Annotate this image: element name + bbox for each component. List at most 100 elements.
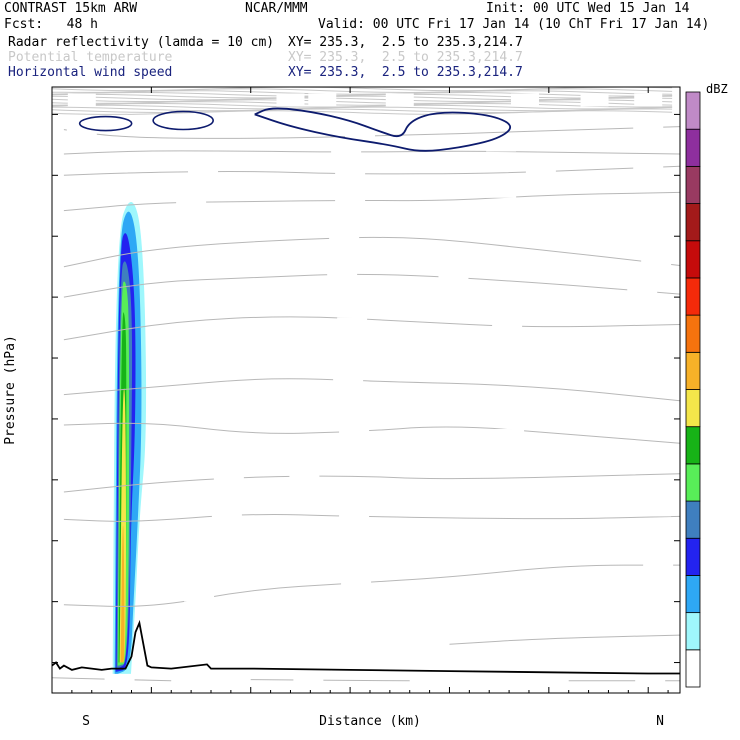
- colorbar-unit: dBZ: [706, 82, 728, 96]
- colorbar-swatch: [685, 426, 701, 465]
- field-reflectivity-xy: XY= 235.3, 2.5 to 235.3,214.7: [288, 35, 523, 50]
- theta-contour-355: [63, 150, 680, 155]
- reflectivity-band-40dbz: [120, 525, 125, 663]
- theta-label-bg: [213, 466, 244, 480]
- theta-label-bg: [337, 317, 368, 331]
- wind-contour-20: [254, 107, 512, 152]
- potential-temperature-contours: [52, 121, 680, 687]
- terrain-line: [52, 619, 680, 675]
- plot-frame: [51, 86, 681, 694]
- org-label: NCAR/MMM: [245, 1, 308, 16]
- colorbar-swatch: [685, 277, 701, 316]
- theta-label-bg: [327, 267, 358, 281]
- colorbar-swatch: [685, 612, 701, 651]
- top-theta-label-bg: [308, 93, 337, 107]
- theta-label-bg: [639, 421, 670, 435]
- colorbar: [685, 91, 701, 688]
- colorbar-swatch: [685, 91, 701, 130]
- colorbar-swatch: [685, 389, 701, 428]
- colorbar-swatch: [685, 203, 701, 242]
- theta-label-bg: [641, 255, 672, 269]
- theta-label-bg: [339, 509, 370, 523]
- field-theta-xy: XY= 235.3, 2.5 to 235.3,214.7: [288, 50, 523, 65]
- theta-contour-300.7: [250, 679, 410, 682]
- theta-label-bg: [450, 648, 481, 662]
- theta-label-bg: [176, 193, 207, 207]
- theta-label-bg: [335, 191, 366, 205]
- theta-contour-305: [63, 564, 680, 607]
- wind-contour-loop: [78, 115, 133, 132]
- theta-label-bg: [627, 287, 658, 301]
- top-theta-label-bg: [510, 93, 539, 107]
- colorbar-swatch: [685, 500, 701, 539]
- field-wind-xy: XY= 235.3, 2.5 to 235.3,214.7: [288, 65, 523, 80]
- x-end-left: S: [82, 714, 90, 729]
- theta-label-bg: [438, 273, 469, 287]
- colorbar-swatch: [685, 314, 701, 353]
- theta-label-bg: [211, 512, 242, 526]
- theta-label-bg: [643, 553, 674, 567]
- reflectivity-fill: [112, 201, 147, 681]
- valid-time: Valid: 00 UTC Fri 17 Jan 14 (10 ChT Fri …: [318, 17, 710, 32]
- theta-label-bg: [494, 429, 525, 443]
- reflectivity-band-35dbz: [119, 388, 127, 663]
- x-end-right: N: [656, 714, 664, 729]
- colorbar-swatch: [685, 649, 701, 688]
- colorbar-swatch: [685, 165, 701, 204]
- theta-label-bg: [486, 184, 517, 198]
- colorbar-swatch: [685, 351, 701, 390]
- theta-label-bg: [641, 503, 672, 517]
- x-axis-label: Distance (km): [319, 714, 421, 729]
- field-theta-name: Potential temperature: [8, 50, 173, 65]
- theta-label-bg: [492, 395, 523, 409]
- top-theta-label-bg: [580, 93, 609, 107]
- colorbar-swatch: [685, 537, 701, 576]
- colorbar-swatch: [685, 463, 701, 502]
- top-isentrope-line: [52, 93, 673, 99]
- theta-contour-299.3: [449, 634, 680, 645]
- top-isentrope-line: [52, 110, 673, 115]
- init-time: Init: 00 UTC Wed 15 Jan 14: [486, 1, 690, 16]
- terrain-profile: [52, 619, 680, 675]
- theta-label-bg: [188, 164, 219, 178]
- field-wind-name: Horizontal wind speed: [8, 65, 173, 80]
- theta-contour-330: [63, 316, 680, 341]
- theta-label-bg: [486, 138, 517, 152]
- theta-contour-320: [63, 422, 680, 444]
- field-reflectivity-name: Radar reflectivity (lamda = 10 cm): [8, 35, 275, 50]
- y-axis-label: Pressure (hPa): [3, 335, 18, 445]
- top-theta-label-bg: [634, 93, 663, 107]
- theta-label-bg: [66, 123, 97, 137]
- theta-label-bg: [293, 673, 324, 687]
- colorbar-swatch: [685, 240, 701, 279]
- theta-label-bg: [104, 673, 135, 687]
- top-theta-label-bg: [385, 93, 414, 107]
- model-title: CONTRAST 15km ARW: [4, 1, 138, 16]
- theta-contour-345: [63, 191, 680, 212]
- theta-label-bg: [331, 145, 362, 159]
- top-isentrope-line: [52, 101, 673, 106]
- theta-label-bg: [289, 471, 320, 485]
- theta-contour-335: [63, 273, 680, 298]
- theta-contour-350: [63, 165, 680, 176]
- forecast-hour: Fcst: 48 h: [4, 17, 98, 32]
- theta-contour-340: [63, 236, 680, 268]
- axes: [51, 87, 680, 693]
- theta-label-bg: [329, 229, 360, 243]
- theta-label-bg: [339, 424, 370, 438]
- theta-label-bg: [184, 588, 215, 602]
- top-isentrope-line: [52, 90, 673, 95]
- theta-label-bg: [333, 377, 364, 391]
- theta-label-bg: [639, 373, 670, 387]
- theta-contour-315: [63, 473, 680, 493]
- theta-contour-325: [63, 378, 680, 402]
- top-theta-label-bg: [67, 93, 96, 107]
- theta-label-bg: [633, 156, 664, 170]
- theta-label-bg: [492, 223, 523, 237]
- theta-contour-310: [63, 513, 680, 522]
- top-theta-label-bg: [276, 93, 305, 107]
- theta-label-bg: [492, 314, 523, 328]
- wind-contour-loop: [152, 110, 214, 131]
- colorbar-swatch: [685, 128, 701, 167]
